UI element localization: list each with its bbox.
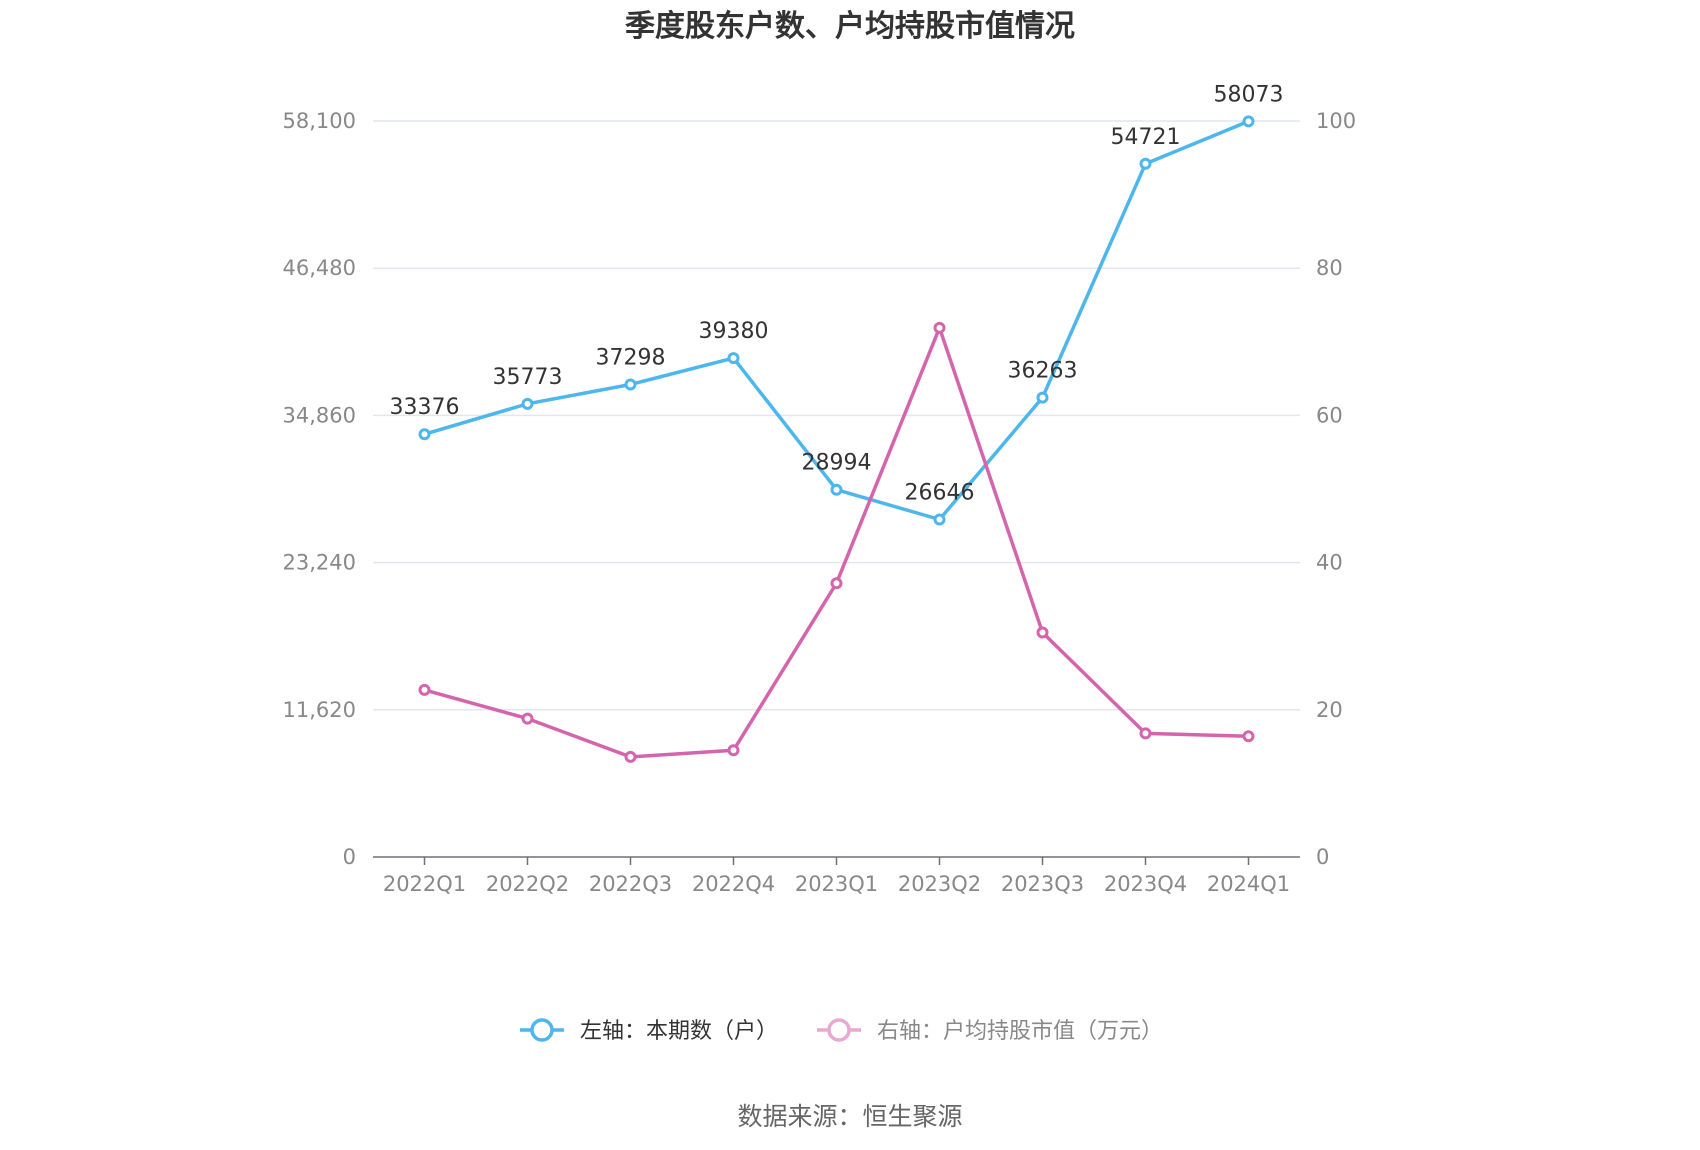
x-tick-label: 2023Q2 (898, 872, 981, 896)
x-tick-label: 2024Q1 (1207, 872, 1290, 896)
grid (373, 120, 1300, 711)
legend-marker-icon (827, 1018, 851, 1042)
y-left-tick-label: 11,620 (283, 698, 356, 722)
y-right-tick-label: 80 (1316, 256, 1343, 280)
data-label: 58073 (1214, 82, 1284, 107)
y-left-tick-label: 34,860 (283, 403, 356, 427)
data-label: 26646 (905, 480, 975, 505)
data-label: 35773 (493, 365, 563, 390)
data-point (727, 352, 740, 365)
data-point (1036, 626, 1049, 639)
data-point (1242, 730, 1255, 743)
y-right-tick-label: 0 (1316, 845, 1329, 869)
data-point (418, 683, 431, 696)
y-right-tick-label: 40 (1316, 551, 1343, 575)
data-point (1139, 157, 1152, 170)
data-point (1242, 115, 1255, 128)
data-point (933, 321, 946, 334)
data-label: 37298 (596, 346, 666, 371)
x-axis: 2022Q1 2022Q2 2022Q3 2022Q4 2023Q1 2023Q2 2023… (373, 856, 1300, 896)
data-point (418, 428, 431, 441)
y-right-tick-label: 60 (1316, 403, 1343, 427)
data-point (521, 397, 534, 410)
y-axis-left: 0 11,620 23,240 34,860 46,480 58,100 (283, 109, 356, 869)
data-label: 28994 (802, 451, 872, 476)
x-tick-label: 2023Q3 (1001, 872, 1084, 896)
y-axis-right: 0 20 40 60 80 100 (1316, 109, 1356, 869)
legend[interactable]: 左轴：本期数（户） 右轴：户均持股市值（万元） (520, 1018, 1163, 1044)
x-tick-label: 2023Q4 (1104, 872, 1187, 896)
data-point (521, 712, 534, 725)
legend-marker-icon (530, 1018, 554, 1042)
y-right-tick-label: 100 (1316, 109, 1356, 133)
y-left-tick-label: 58,100 (283, 109, 356, 133)
series-line-1 (424, 326, 1249, 759)
data-point (624, 750, 637, 763)
y-right-tick-label: 20 (1316, 698, 1343, 722)
series-layer: 33376 35773 37298 39380 28994 26646 36263 54721… (390, 82, 1284, 763)
x-tick-label: 2022Q1 (383, 872, 466, 896)
data-label: 36263 (1008, 359, 1078, 384)
data-point (1139, 727, 1152, 740)
y-left-tick-label: 23,240 (283, 551, 356, 575)
data-point (1036, 391, 1049, 404)
y-left-tick-label: 0 (343, 845, 356, 869)
source-text: 数据来源：恒生聚源 (737, 1102, 962, 1131)
chart-title: 季度股东户数、户均持股市值情况 (625, 9, 1075, 44)
data-point (830, 577, 843, 590)
x-tick-label: 2022Q4 (692, 872, 775, 896)
data-label: 33376 (390, 395, 460, 420)
data-label: 39380 (699, 319, 769, 344)
legend-label: 左轴：本期数（户） (580, 1019, 778, 1044)
data-label: 54721 (1111, 125, 1181, 150)
y-left-tick-label: 46,480 (283, 256, 356, 280)
x-tick-label: 2022Q3 (589, 872, 672, 896)
data-point (727, 744, 740, 757)
x-tick-label: 2023Q1 (795, 872, 878, 896)
data-point (624, 378, 637, 391)
data-point (933, 513, 946, 526)
x-tick-label: 2022Q2 (486, 872, 569, 896)
legend-label: 右轴：户均持股市值（万元） (877, 1019, 1163, 1044)
data-point (830, 483, 843, 496)
